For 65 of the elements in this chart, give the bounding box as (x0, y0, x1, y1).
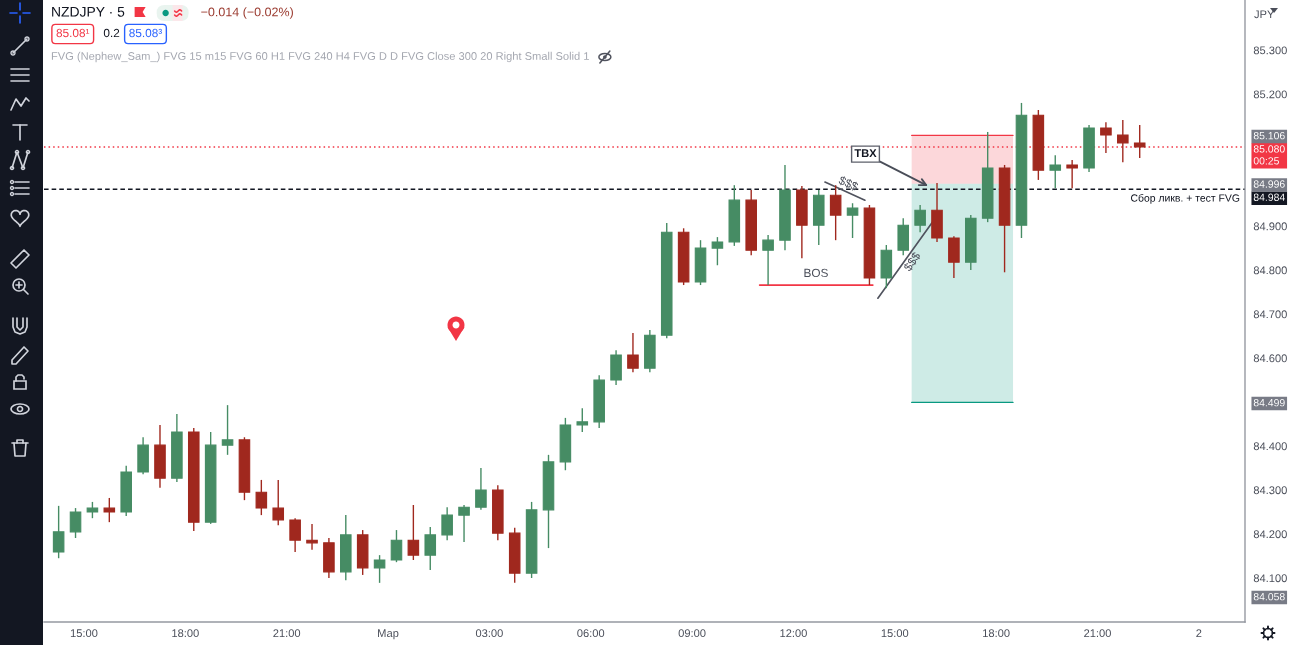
candlestick (458, 504, 470, 543)
y2-tick-label: 84.499 (1253, 399, 1285, 407)
y-tick-label: 85.300 (1253, 46, 1287, 55)
y-tick-label: 85.200 (1253, 90, 1287, 99)
candlestick (576, 407, 589, 433)
candlestick (373, 554, 386, 584)
candlestick (914, 204, 926, 233)
candlestick (424, 526, 437, 571)
x-tick-label: 18:00 (172, 629, 199, 638)
y-tick-label: 84.200 (1253, 530, 1287, 539)
x-tick-label: 06:00 (577, 629, 605, 638)
annotation: 85.08³ (129, 28, 162, 38)
x-tick-label: Мар (378, 629, 399, 640)
y2-tick-label: 85.106 (1253, 131, 1285, 140)
ref-line-label: 85.080 00:25 (1253, 145, 1285, 165)
candlestick (1049, 154, 1062, 189)
y-tick-label: 84.600 (1253, 354, 1287, 363)
candlestick (1066, 159, 1078, 189)
candlestick (1117, 119, 1129, 164)
y-tick-label: 84.800 (1253, 266, 1287, 275)
candlestick (407, 504, 420, 561)
candlestick (846, 202, 859, 239)
candlestick (255, 479, 268, 516)
y2-tick-label: 84.058 (1253, 592, 1285, 601)
candlestick (475, 467, 487, 511)
x-tick-label: 21:00 (1084, 629, 1111, 638)
candlestick (69, 507, 82, 539)
candlestick (221, 404, 234, 456)
annotation: 0.2 (103, 28, 120, 38)
y-tick-label: 84.300 (1253, 486, 1287, 495)
candlestick (1100, 121, 1112, 154)
candlestick (272, 479, 285, 526)
annotation: $$$ (837, 175, 860, 192)
x-tick-label: 21:00 (273, 629, 301, 638)
annotation: TBX (854, 149, 877, 157)
y2-axis-title: JPY (1254, 10, 1275, 19)
x-tick-label: 15:00 (881, 629, 909, 638)
text: FVG (Nephew_Sam_) FVG 15 m15 FVG 60 H1 FVG 240 H4 FVG D D FVG Close 300 20 Right Small Solid 1 (51, 51, 589, 63)
x-tick-label: 15:00 (70, 629, 98, 638)
annotation: Сбор ликв. + тест FVG (1131, 193, 1240, 204)
x-tick-label: 2 (1196, 629, 1202, 637)
x-tick-label: 03:00 (475, 629, 503, 638)
candlestick (762, 234, 774, 286)
annotation: BOS (804, 268, 828, 278)
candlestick (1133, 124, 1146, 159)
candlestick (289, 517, 301, 553)
y2-tick-label: 84.996 (1253, 180, 1285, 188)
annotation: $$$ (902, 250, 922, 273)
y-tick-label: 84.700 (1253, 310, 1287, 319)
candlestick (52, 505, 65, 559)
annotation: −0.014 (−0.02%) (201, 7, 293, 19)
x-tick-label: 12:00 (780, 629, 807, 638)
candlestick (441, 506, 453, 541)
annotation: 85.08¹ (56, 28, 90, 38)
ref-line-label: 84.984 (1253, 193, 1285, 201)
candlestick (711, 236, 724, 266)
candlestick (627, 332, 639, 373)
candlestick (103, 497, 116, 523)
x-tick-label: 09:00 (678, 629, 706, 638)
y-tick-label: 84.100 (1253, 574, 1287, 583)
chart-title: NZDJPY · 5 (52, 7, 125, 17)
candlestick (390, 529, 403, 563)
y-tick-label: 84.400 (1253, 442, 1287, 451)
y-tick-label: 84.900 (1253, 222, 1287, 231)
x-tick-label: 18:00 (983, 629, 1010, 638)
